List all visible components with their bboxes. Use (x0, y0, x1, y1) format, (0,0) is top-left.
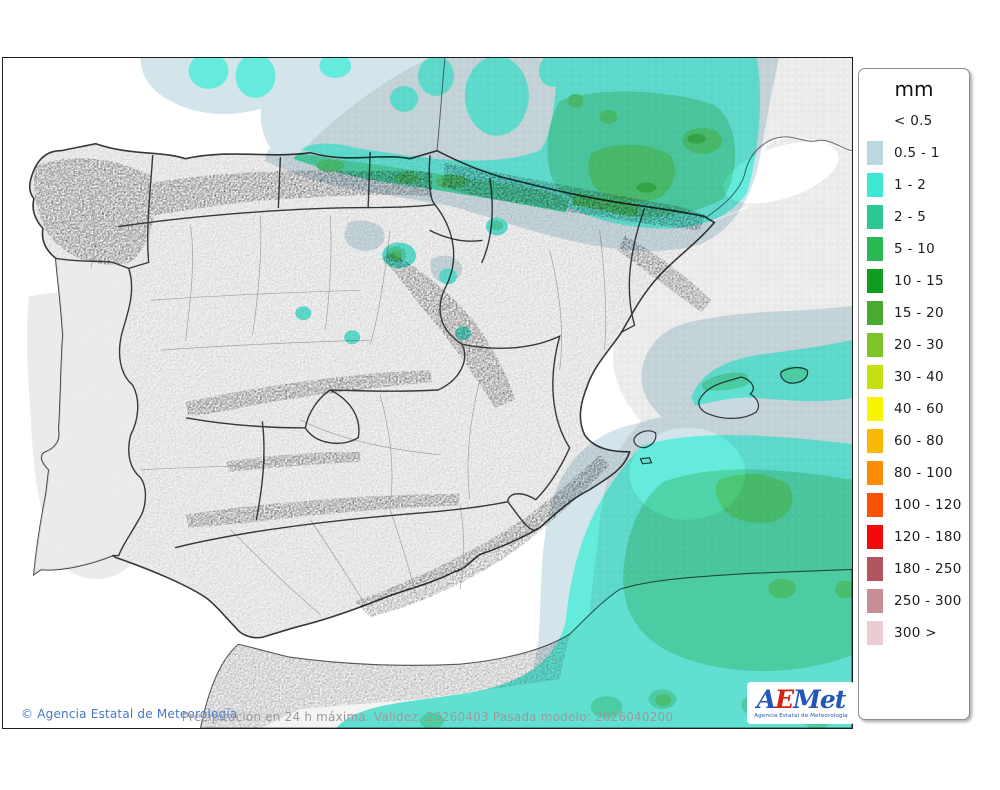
precip-10-15 (636, 133, 706, 193)
legend-swatch (867, 269, 883, 293)
legend-row: 120 - 180 (859, 521, 969, 553)
legend-swatch (867, 301, 883, 325)
legend-rows: < 0.5 0.5 - 1 1 - 2 2 - 5 5 - 10 10 - 15 15 - … (859, 109, 969, 649)
legend-label: 80 - 100 (894, 465, 953, 481)
legend-swatch (867, 621, 883, 645)
legend-swatch (867, 237, 883, 261)
legend-label: 120 - 180 (894, 529, 962, 545)
precipitation-layer (140, 58, 852, 728)
legend-label: 10 - 15 (894, 273, 944, 289)
legend-label: 1 - 2 (894, 177, 927, 193)
legend-swatch-empty (867, 109, 883, 133)
aemet-wordmark: AEMet (756, 684, 847, 714)
legend-label: 40 - 60 (894, 401, 944, 417)
legend-row: 30 - 40 (859, 361, 969, 393)
legend-label: 180 - 250 (894, 561, 962, 577)
legend-swatch (867, 589, 883, 613)
legend-swatch (867, 525, 883, 549)
legend-row: 20 - 30 (859, 329, 969, 361)
legend-row: 5 - 10 (859, 233, 969, 265)
legend-swatch (867, 461, 883, 485)
legend-row: 80 - 100 (859, 457, 969, 489)
legend-row: 2 - 5 (859, 201, 969, 233)
legend-label: < 0.5 (894, 113, 933, 129)
legend-label: 60 - 80 (894, 433, 944, 449)
legend-row: 180 - 250 (859, 553, 969, 585)
legend-row: 60 - 80 (859, 425, 969, 457)
legend-swatch (867, 493, 883, 517)
precip-5-10 (316, 93, 852, 707)
legend-swatch (867, 141, 883, 165)
precipitation-map-svg (3, 58, 852, 728)
legend-label: 30 - 40 (894, 369, 944, 385)
legend-row: 10 - 15 (859, 265, 969, 297)
legend-label: 300 > (894, 625, 937, 641)
legend-row: 300 > (859, 617, 969, 649)
legend-label: 5 - 10 (894, 241, 936, 257)
aemet-logo: AEMet Agencia Estatal de Meteorología (747, 682, 855, 724)
copyright-text: © Agencia Estatal de Meteorología (21, 707, 238, 721)
legend-swatch (867, 429, 883, 453)
legend-label: 20 - 30 (894, 337, 944, 353)
legend-label: 2 - 5 (894, 209, 927, 225)
map-caption: Precipitación en 24 h máxima. Validez: 2… (181, 710, 674, 724)
africa-relief (200, 634, 570, 728)
legend-row: 100 - 120 (859, 489, 969, 521)
legend-label: 15 - 20 (894, 305, 944, 321)
legend-swatch (867, 173, 883, 197)
legend-swatch (867, 365, 883, 389)
legend-title: mm (894, 77, 934, 101)
legend-label: 0.5 - 1 (894, 145, 940, 161)
legend-label: 250 - 300 (894, 593, 962, 609)
legend-swatch (867, 205, 883, 229)
provincial-boundaries (60, 200, 607, 615)
legend-row: 1 - 2 (859, 169, 969, 201)
map-frame (2, 57, 853, 729)
aemet-logo-subtext: Agencia Estatal de Meteorología (754, 712, 848, 719)
legend-label: 100 - 120 (894, 497, 962, 513)
legend-row: 0.5 - 1 (859, 137, 969, 169)
legend-row: 250 - 300 (859, 585, 969, 617)
legend-row: < 0.5 (859, 109, 969, 133)
legend-row: 15 - 20 (859, 297, 969, 329)
legend-swatch (867, 557, 883, 581)
portugal-area (33, 258, 146, 575)
legend-row: 40 - 60 (859, 393, 969, 425)
legend-swatch (867, 333, 883, 357)
precipitation-legend: mm < 0.5 0.5 - 1 1 - 2 2 - 5 5 - 10 10 - 15 15… (858, 68, 970, 720)
legend-swatch (867, 397, 883, 421)
